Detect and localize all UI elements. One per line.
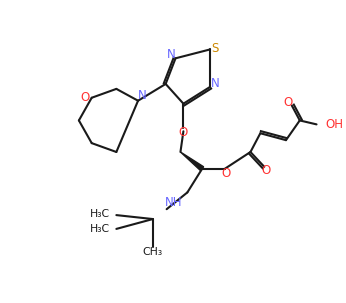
Text: O: O [283,96,293,109]
Text: O: O [179,126,188,139]
Text: O: O [221,167,230,180]
Text: S: S [211,42,219,55]
Text: OH: OH [325,118,344,131]
Text: H₃C: H₃C [90,224,110,234]
Text: H₃C: H₃C [90,209,110,219]
Text: N: N [138,89,146,102]
Text: CH₃: CH₃ [143,247,163,257]
Text: N: N [211,78,219,91]
Text: NH: NH [165,196,182,209]
Text: N: N [167,48,176,61]
Polygon shape [181,152,204,171]
Text: O: O [262,164,271,177]
Text: O: O [80,91,89,104]
